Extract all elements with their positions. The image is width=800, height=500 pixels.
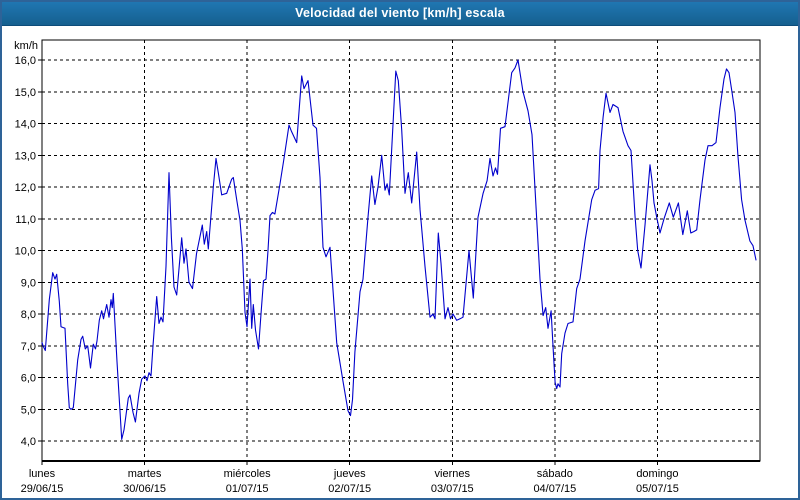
axes: [38, 39, 761, 465]
y-tick-label: 6,0: [21, 373, 36, 385]
axis-labels: 16,0 15,0 14,0 13,0 12,0 11,0 10,0 9,0 8,0 7,0 6,0…: [14, 40, 679, 495]
wind-speed-line: [41, 59, 757, 440]
y-tick-label: 16,0: [15, 55, 36, 67]
x-day-name: sábado: [537, 468, 573, 480]
y-tick-label: 8,0: [21, 309, 36, 321]
gridlines: [42, 40, 760, 461]
y-tick-label: 13,0: [15, 150, 36, 162]
y-tick-label: 15,0: [15, 87, 36, 99]
x-day-date: 03/07/15: [431, 483, 474, 495]
x-day-date: 29/06/15: [21, 483, 64, 495]
x-day-date: 04/07/15: [533, 483, 576, 495]
x-day-date: 01/07/15: [226, 483, 269, 495]
x-day-date: 05/07/15: [636, 483, 679, 495]
y-tick-label: 7,0: [21, 341, 36, 353]
plot-border: [41, 39, 761, 462]
y-tick-label: 5,0: [21, 404, 36, 416]
y-tick-label: 9,0: [21, 277, 36, 289]
x-day-name: viernes: [435, 468, 471, 480]
y-tick-label: 14,0: [15, 119, 36, 131]
y-tick-label: 11,0: [15, 214, 36, 226]
y-tick-label: 4,0: [21, 436, 36, 448]
y-tick-label: 12,0: [15, 182, 36, 194]
x-day-name: domingo: [636, 468, 678, 480]
chart-title: Velocidad del viento [km/h] escala: [295, 6, 505, 20]
x-day-name: miércoles: [224, 468, 272, 480]
x-day-name: martes: [128, 468, 162, 480]
x-day-name: jueves: [333, 468, 366, 480]
x-day-date: 02/07/15: [328, 483, 371, 495]
title-bar: Velocidad del viento [km/h] escala: [2, 2, 798, 26]
y-tick-label: 10,0: [15, 246, 36, 258]
y-axis-unit-label: km/h: [14, 40, 38, 52]
x-day-date: 30/06/15: [123, 483, 166, 495]
x-day-name: lunes: [29, 468, 56, 480]
